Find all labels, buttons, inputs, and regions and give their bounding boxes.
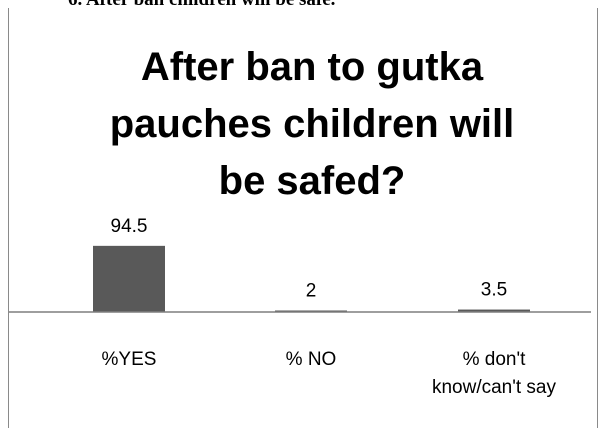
bar-0 <box>93 245 165 312</box>
value-label-1: 2 <box>306 281 317 302</box>
chart-title-line-1: After ban to gutka <box>141 45 484 89</box>
category-label-2-line-1: know/can't say <box>432 377 557 398</box>
category-label-2-line-0: % don't <box>463 349 527 370</box>
value-label-2: 3.5 <box>481 280 507 301</box>
bar-2 <box>458 309 530 312</box>
bar-chart: After ban to gutka pauches children will… <box>9 45 591 398</box>
chart-title-line-3: be safed? <box>219 159 406 203</box>
bars-layer <box>93 245 530 312</box>
chart-frame: After ban to gutka pauches children will… <box>8 8 598 428</box>
category-label-0: %YES <box>102 349 157 370</box>
value-label-0: 94.5 <box>111 216 148 237</box>
document-heading: 6. After ban children will be safe. <box>68 0 335 12</box>
labels-layer: 94.5 %YES 2 % NO 3.5 % don't know/can't say <box>102 216 557 398</box>
category-label-1: % NO <box>286 349 337 370</box>
chart-title-line-2: pauches children will <box>110 102 515 146</box>
